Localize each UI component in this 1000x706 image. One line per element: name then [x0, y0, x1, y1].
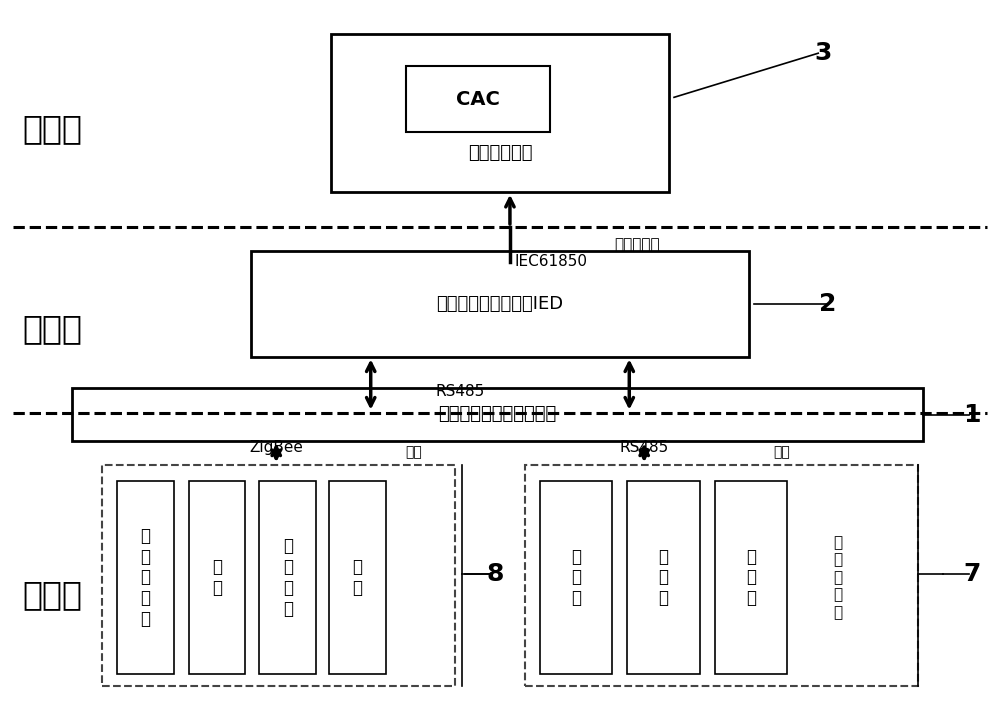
Text: CAC: CAC: [456, 90, 500, 109]
Text: RS485: RS485: [620, 440, 669, 455]
Text: 箱式变电站在线监测IED: 箱式变电站在线监测IED: [436, 295, 564, 313]
Text: 过程层: 过程层: [23, 578, 83, 611]
Text: 高
压
室: 高 压 室: [571, 548, 581, 607]
Text: 温度: 温度: [773, 445, 790, 460]
Text: 母
线: 母 线: [352, 558, 362, 597]
Text: 站端监测单元: 站端监测单元: [468, 144, 532, 162]
Text: ZigBee: ZigBee: [249, 440, 303, 455]
Bar: [117, 481, 174, 674]
Text: 站控层: 站控层: [23, 112, 83, 145]
Bar: [406, 66, 550, 132]
Bar: [331, 35, 669, 192]
Bar: [715, 481, 787, 674]
Bar: [251, 251, 749, 357]
Text: 间隔层: 间隔层: [23, 312, 83, 345]
Bar: [189, 481, 245, 674]
Bar: [627, 481, 700, 674]
Text: 电
力
电
缆: 电 力 电 缆: [283, 537, 293, 618]
Text: 低
压
室: 低 压 室: [659, 548, 669, 607]
Text: IEC61850: IEC61850: [515, 254, 588, 270]
Text: 1: 1: [964, 402, 981, 426]
Text: 7: 7: [964, 562, 981, 586]
Text: RS485: RS485: [435, 384, 485, 399]
Bar: [72, 388, 923, 441]
Text: 环
境
温
湿
度: 环 境 温 湿 度: [834, 535, 843, 620]
Bar: [525, 465, 918, 686]
Text: 高
压
开
关
柜: 高 压 开 关 柜: [140, 527, 150, 628]
Text: 3: 3: [815, 41, 832, 65]
Text: 变
压
器: 变 压 器: [746, 548, 756, 607]
Bar: [329, 481, 386, 674]
Text: 箱式变电站在线监测终端: 箱式变电站在线监测终端: [438, 405, 557, 424]
Text: 温度: 温度: [406, 445, 422, 460]
Text: 2: 2: [819, 292, 837, 316]
Bar: [259, 481, 316, 674]
Text: 8: 8: [486, 562, 504, 586]
Text: 光纤以太网: 光纤以太网: [614, 237, 660, 252]
Text: 刀
闸: 刀 闸: [212, 558, 222, 597]
Bar: [540, 481, 612, 674]
Bar: [102, 465, 455, 686]
